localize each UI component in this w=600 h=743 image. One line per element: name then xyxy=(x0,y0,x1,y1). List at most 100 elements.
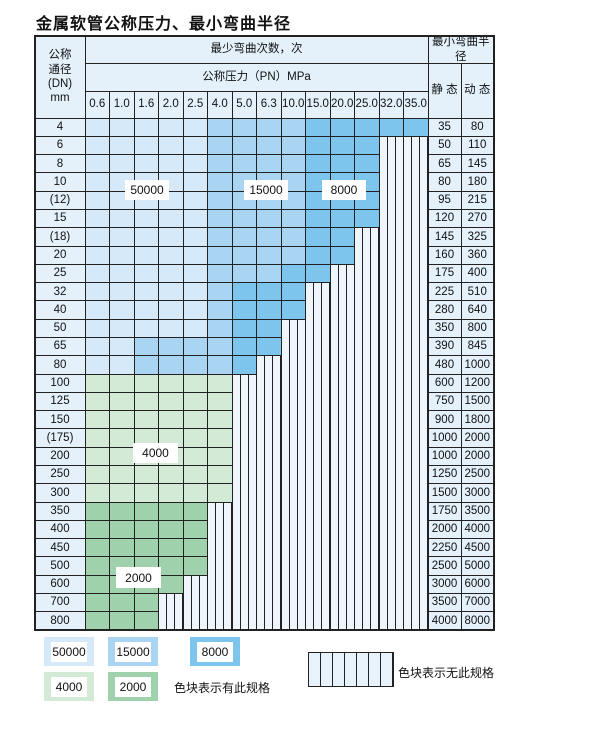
available-cell-L xyxy=(158,135,184,156)
available-cell-H xyxy=(84,538,110,558)
unavailable-cell xyxy=(378,501,404,522)
unavailable-cell xyxy=(305,538,331,558)
legend-swatch-label: 2000 xyxy=(115,676,151,697)
header-pressure-32.0: 32.0 xyxy=(378,90,404,119)
unavailable-cell xyxy=(207,519,233,540)
available-cell-L xyxy=(133,318,159,338)
available-cell-L xyxy=(133,282,159,302)
available-cell-D xyxy=(329,208,355,229)
unavailable-cell xyxy=(354,483,380,504)
unavailable-cell xyxy=(305,501,331,522)
row-static-radius: 65 xyxy=(427,154,462,174)
available-cell-G xyxy=(182,373,208,393)
available-cell-G xyxy=(84,446,110,466)
available-cell-D xyxy=(231,282,257,302)
available-cell-H xyxy=(158,574,184,595)
available-cell-L xyxy=(84,300,110,320)
available-cell-G xyxy=(84,373,110,393)
row-dynamic-radius: 180 xyxy=(460,172,494,192)
available-cell-L xyxy=(158,227,184,247)
available-cell-M xyxy=(256,245,282,265)
unavailable-cell xyxy=(378,154,404,174)
available-cell-D xyxy=(305,245,331,265)
available-cell-M xyxy=(133,355,159,375)
row-dynamic-radius: 270 xyxy=(460,208,494,229)
unavailable-cell xyxy=(378,446,404,467)
available-cell-L xyxy=(158,300,184,320)
unavailable-cell xyxy=(256,410,282,430)
available-cell-L xyxy=(84,135,110,156)
unavailable-cell xyxy=(305,336,331,357)
row-dynamic-radius: 1500 xyxy=(460,391,494,412)
region-label-50000: 50000 xyxy=(125,180,169,200)
available-cell-D xyxy=(354,135,380,156)
available-cell-M xyxy=(207,190,233,210)
unavailable-cell xyxy=(231,593,257,613)
available-cell-D xyxy=(256,300,282,320)
unavailable-cell xyxy=(403,556,429,577)
row-dynamic-radius: 4500 xyxy=(460,538,494,558)
available-cell-L xyxy=(133,263,159,284)
row-static-radius: 95 xyxy=(427,190,462,210)
available-cell-M xyxy=(182,336,208,357)
unavailable-cell xyxy=(305,391,331,412)
row-dynamic-radius: 360 xyxy=(460,245,494,265)
page-title: 金属软管公称压力、最小弯曲半径 xyxy=(36,14,292,33)
row-dn: 25 xyxy=(34,263,86,284)
available-cell-G xyxy=(84,428,110,448)
region-label-8000: 8000 xyxy=(322,180,366,200)
unavailable-cell xyxy=(378,227,404,248)
available-cell-L xyxy=(109,300,135,320)
unavailable-cell xyxy=(354,355,380,376)
available-cell-G xyxy=(133,391,159,412)
unavailable-cell xyxy=(231,556,257,577)
unavailable-cell xyxy=(378,391,404,412)
header-static: 静 态 xyxy=(427,62,462,119)
unavailable-cell xyxy=(256,556,282,577)
row-static-radius: 145 xyxy=(427,227,462,247)
available-cell-D xyxy=(354,117,380,137)
header-pressure-5.0: 5.0 xyxy=(231,90,257,119)
available-cell-M xyxy=(280,117,306,137)
unavailable-cell xyxy=(378,538,404,558)
available-cell-M xyxy=(231,154,257,174)
unavailable-cell xyxy=(378,263,404,284)
row-static-radius: 2250 xyxy=(427,538,462,558)
unavailable-cell xyxy=(403,593,429,613)
row-dynamic-radius: 1800 xyxy=(460,410,494,430)
row-static-radius: 900 xyxy=(427,410,462,430)
available-cell-L xyxy=(182,154,208,174)
available-cell-H xyxy=(158,556,184,576)
unavailable-cell xyxy=(354,556,380,577)
row-dn: 65 xyxy=(34,336,86,357)
available-cell-G xyxy=(182,483,208,503)
unavailable-cell xyxy=(305,611,331,632)
available-cell-G xyxy=(182,465,208,485)
unavailable-cell xyxy=(280,355,306,376)
available-cell-H xyxy=(182,556,208,576)
available-cell-L xyxy=(84,263,110,284)
unavailable-cell xyxy=(378,245,404,266)
available-cell-H xyxy=(84,519,110,540)
available-cell-L xyxy=(182,263,208,284)
available-cell-G xyxy=(182,428,208,448)
row-static-radius: 4000 xyxy=(427,611,462,631)
row-dynamic-radius: 2500 xyxy=(460,465,494,485)
available-cell-L xyxy=(84,172,110,192)
unavailable-cell xyxy=(305,428,331,449)
available-cell-G xyxy=(182,391,208,412)
unavailable-cell xyxy=(403,154,429,174)
available-cell-D xyxy=(305,208,331,229)
unavailable-cell xyxy=(280,611,306,632)
header-pressure-25.0: 25.0 xyxy=(354,90,380,119)
available-cell-H xyxy=(84,574,110,595)
unavailable-cell xyxy=(403,538,429,558)
available-cell-D xyxy=(329,117,355,137)
unavailable-cell xyxy=(305,483,331,504)
row-dynamic-radius: 1000 xyxy=(460,355,494,375)
unavailable-cell xyxy=(256,391,282,412)
available-cell-D xyxy=(231,355,257,375)
row-dn: 15 xyxy=(34,208,86,229)
row-static-radius: 175 xyxy=(427,263,462,284)
available-cell-G xyxy=(109,373,135,393)
